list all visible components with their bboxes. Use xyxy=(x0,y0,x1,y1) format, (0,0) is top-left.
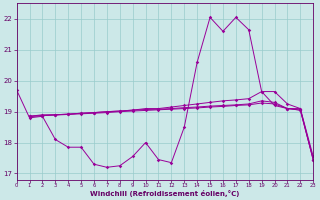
X-axis label: Windchill (Refroidissement éolien,°C): Windchill (Refroidissement éolien,°C) xyxy=(90,190,240,197)
